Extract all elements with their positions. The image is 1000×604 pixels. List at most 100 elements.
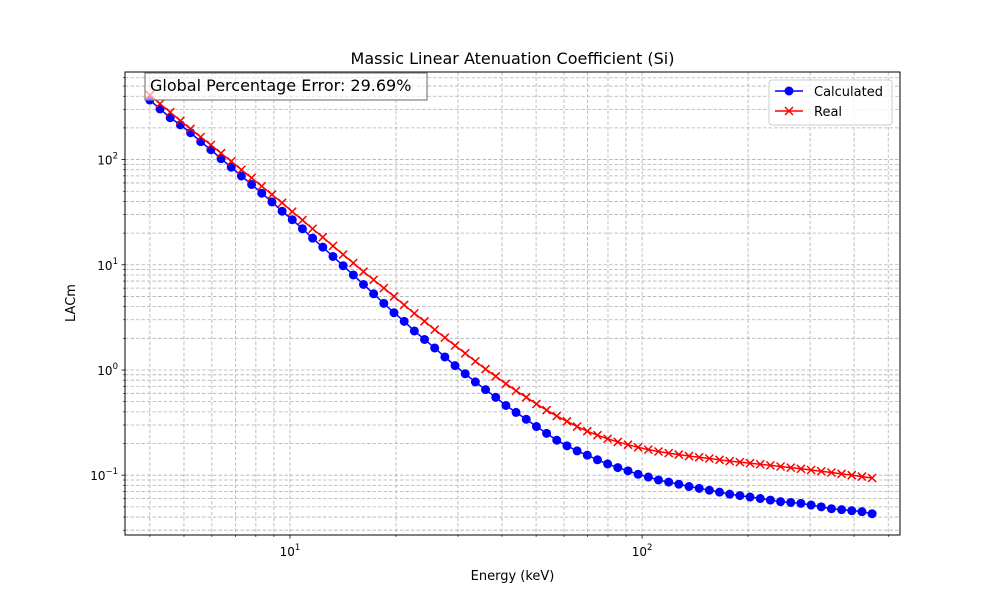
- data-point: [826, 467, 836, 478]
- legend-label-calculated: Calculated: [814, 85, 883, 100]
- data-point: [735, 491, 745, 501]
- data-point: [684, 451, 694, 461]
- data-point: [297, 215, 307, 225]
- data-point: [226, 162, 236, 172]
- data-point: [277, 198, 287, 208]
- data-point: [857, 472, 867, 482]
- y-axis-label: LACm: [64, 284, 79, 322]
- data-point: [257, 188, 267, 198]
- data-point: [867, 473, 877, 483]
- data-point: [226, 156, 236, 166]
- data-point: [196, 132, 206, 142]
- annotation-background: [144, 72, 428, 101]
- data-point: [806, 500, 816, 510]
- data-point: [287, 215, 297, 225]
- data-point: [358, 267, 369, 277]
- data-point: [318, 242, 328, 252]
- legend: Calculated Real: [768, 79, 893, 126]
- data-point: [206, 140, 216, 150]
- data-point: [552, 435, 562, 445]
- data-point: [623, 466, 633, 476]
- x-axis-label: Energy (keV): [471, 569, 555, 584]
- data-point: [786, 463, 796, 473]
- data-point: [592, 430, 602, 440]
- data-point: [379, 283, 389, 293]
- data-point: [521, 392, 531, 402]
- data-point: [430, 325, 440, 335]
- data-point: [837, 469, 847, 479]
- data-point: [511, 386, 521, 396]
- data-point: [470, 356, 480, 366]
- data-point: [297, 224, 307, 234]
- data-point: [399, 300, 409, 310]
- data-point: [308, 233, 318, 243]
- data-point: [369, 275, 379, 285]
- y-tick-label: 102: [97, 152, 118, 168]
- y-tick-label: 100: [97, 362, 118, 378]
- data-point: [440, 333, 450, 343]
- data-point: [592, 455, 602, 465]
- data-point: [847, 506, 857, 516]
- data-point: [735, 457, 745, 467]
- data-point: [389, 308, 399, 318]
- data-point: [409, 326, 419, 336]
- data-point: [267, 197, 277, 207]
- annotation-box: Global Percentage Error: 29.69%: [144, 72, 428, 101]
- annotation-text: Global Percentage Error: 29.69%: [150, 76, 411, 95]
- data-point: [776, 497, 786, 507]
- legend-entry-real: Real: [775, 105, 842, 120]
- data-point: [155, 99, 165, 109]
- data-point: [501, 379, 511, 389]
- data-point: [613, 463, 623, 473]
- data-point: [582, 426, 592, 436]
- data-point: [796, 498, 806, 508]
- x-tick-label: 102: [632, 543, 653, 559]
- data-point: [318, 232, 328, 242]
- data-point: [175, 116, 185, 126]
- data-point: [694, 452, 704, 462]
- data-point: [308, 224, 318, 234]
- plot-data: [145, 90, 877, 519]
- data-point: [776, 461, 786, 472]
- data-point: [694, 483, 704, 493]
- data-point: [267, 190, 277, 200]
- data-point: [348, 258, 358, 268]
- chart-title: Massic Linear Atenuation Coefficient (Si…: [351, 49, 675, 68]
- data-point: [572, 422, 582, 432]
- legend-label-real: Real: [814, 105, 842, 120]
- data-point: [765, 460, 775, 470]
- data-point: [603, 459, 613, 469]
- data-point: [399, 316, 409, 326]
- data-point: [460, 369, 470, 379]
- data-point: [562, 441, 572, 451]
- data-point: [786, 497, 796, 507]
- data-point: [501, 400, 511, 410]
- data-point: [481, 385, 491, 395]
- data-point: [165, 107, 175, 117]
- data-point: [603, 434, 613, 444]
- data-point: [796, 464, 806, 474]
- data-point: [816, 466, 826, 476]
- data-point: [653, 475, 663, 485]
- plot-frame: [124, 71, 901, 536]
- data-point: [419, 316, 430, 326]
- data-point: [409, 308, 419, 318]
- legend-marker-real: [784, 106, 794, 116]
- data-point: [704, 485, 714, 495]
- data-point: [806, 465, 816, 475]
- data-point: [704, 453, 714, 464]
- data-point: [857, 507, 867, 517]
- data-point: [430, 343, 440, 353]
- data-point: [725, 489, 735, 499]
- data-point: [460, 348, 470, 358]
- data-point: [664, 477, 674, 487]
- data-point: [328, 241, 338, 251]
- data-point: [582, 450, 592, 460]
- y-tick-label: 10−1: [90, 467, 118, 483]
- data-point: [420, 334, 430, 344]
- data-point: [531, 422, 541, 432]
- data-point: [491, 392, 501, 402]
- data-point: [328, 251, 338, 261]
- data-point: [348, 270, 358, 280]
